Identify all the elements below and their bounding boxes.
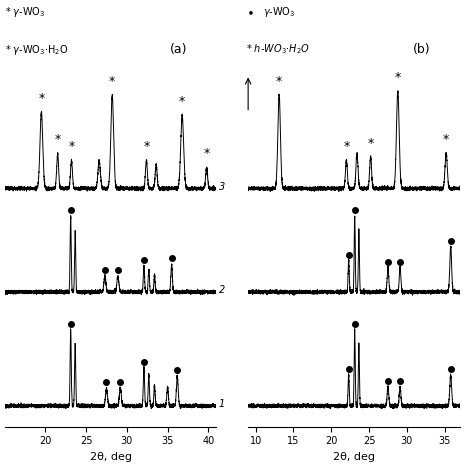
Text: *: * [276,75,282,88]
Text: 3: 3 [219,182,225,191]
Text: (b): (b) [413,43,431,55]
Text: (a): (a) [170,43,187,55]
Text: *: * [343,140,349,153]
Text: *: * [203,147,210,160]
Text: $\gamma$-WO$_3$: $\gamma$-WO$_3$ [263,5,296,19]
Text: *: * [55,133,61,146]
Text: 2: 2 [219,285,225,295]
Text: * $\gamma$-WO$_3$$\cdot$H$_2$O: * $\gamma$-WO$_3$$\cdot$H$_2$O [5,43,68,57]
Text: *: * [395,71,401,84]
Text: 1: 1 [219,399,225,409]
Text: * $h$-WO$_3$$\cdot$H$_2$O: * $h$-WO$_3$$\cdot$H$_2$O [246,43,310,56]
Text: *: * [68,140,74,153]
Text: *: * [179,95,185,109]
Text: *: * [367,137,374,150]
Text: $\bullet$: $\bullet$ [246,5,254,18]
Text: *: * [443,133,449,146]
Text: *: * [109,75,115,88]
Text: *: * [143,140,149,153]
X-axis label: 2θ, deg: 2θ, deg [90,452,132,462]
Text: *: * [38,92,45,105]
X-axis label: 2θ, deg: 2θ, deg [333,452,375,462]
Text: * $\gamma$-WO$_3$: * $\gamma$-WO$_3$ [5,5,45,19]
